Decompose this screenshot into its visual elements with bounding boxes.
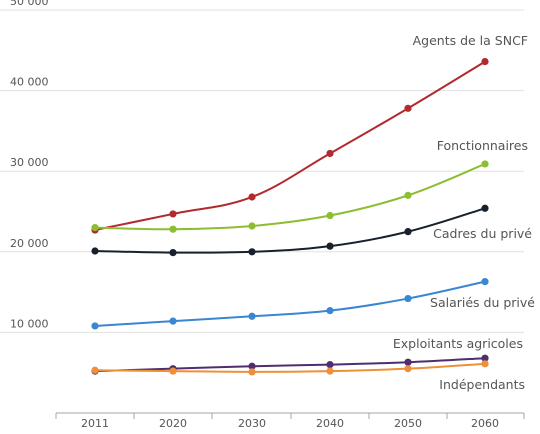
data-point <box>404 294 412 303</box>
data-point <box>248 362 256 370</box>
data-point <box>326 367 334 375</box>
grid <box>0 9 524 333</box>
series-labels: Agents de la SNCF Fonctionnaires Cadres du… <box>393 33 535 392</box>
data-point <box>91 322 99 330</box>
series-line <box>94 60 486 232</box>
data-point <box>248 368 256 376</box>
series-line <box>94 207 486 254</box>
data-point <box>326 361 334 369</box>
series-label: Cadres du privé <box>433 226 532 241</box>
series-3 <box>91 278 489 330</box>
data-point <box>481 57 489 66</box>
y-tick-label: 50 000 <box>10 0 49 8</box>
series-0 <box>91 57 489 234</box>
data-point <box>248 193 256 201</box>
data-point <box>91 247 99 255</box>
x-tick-label: 2020 <box>159 417 187 430</box>
data-point <box>481 354 489 362</box>
data-point <box>481 160 489 168</box>
data-point <box>248 222 256 230</box>
series-line <box>94 362 486 373</box>
series-line <box>94 280 486 327</box>
data-point <box>326 242 334 250</box>
series-group <box>91 57 489 376</box>
data-point <box>326 307 334 315</box>
data-point <box>404 365 412 373</box>
data-point <box>169 317 177 325</box>
y-axis: 10 000 20 000 30 000 40 000 50 000 <box>10 0 49 330</box>
x-tick-label: 2011 <box>81 417 109 430</box>
y-tick-label: 10 000 <box>10 317 49 330</box>
series-label: Exploitants agricoles <box>393 336 523 351</box>
series-label: Agents de la SNCF <box>413 33 528 48</box>
x-axis: 2011 2020 2030 2040 2050 2060 <box>55 412 525 430</box>
x-tick-label: 2060 <box>471 417 499 430</box>
data-point <box>169 249 177 257</box>
data-point <box>404 191 412 199</box>
series-5 <box>91 360 489 376</box>
data-point <box>91 224 99 232</box>
data-point <box>248 248 256 256</box>
data-point <box>481 278 489 286</box>
series-line <box>94 357 486 373</box>
data-point <box>404 228 412 236</box>
x-tick-label: 2050 <box>394 417 422 430</box>
series-line <box>94 163 486 231</box>
x-tick-label: 2030 <box>238 417 266 430</box>
data-point <box>169 367 177 375</box>
data-point <box>404 104 412 112</box>
data-point <box>248 312 256 320</box>
data-point <box>169 225 177 233</box>
data-point <box>169 210 177 218</box>
data-point <box>481 360 489 368</box>
y-tick-label: 30 000 <box>10 156 49 169</box>
data-point <box>91 366 99 374</box>
series-1 <box>91 160 489 233</box>
data-point <box>326 211 334 220</box>
y-tick-label: 20 000 <box>10 237 49 250</box>
series-label: Fonctionnaires <box>437 138 528 153</box>
x-tick-label: 2040 <box>316 417 344 430</box>
data-point <box>326 149 334 158</box>
data-point <box>404 358 412 366</box>
series-2 <box>91 204 489 257</box>
series-label: Indépendants <box>439 377 525 392</box>
series-label: Salariés du privé <box>430 295 535 310</box>
data-point <box>481 204 489 212</box>
y-tick-label: 40 000 <box>10 76 49 89</box>
